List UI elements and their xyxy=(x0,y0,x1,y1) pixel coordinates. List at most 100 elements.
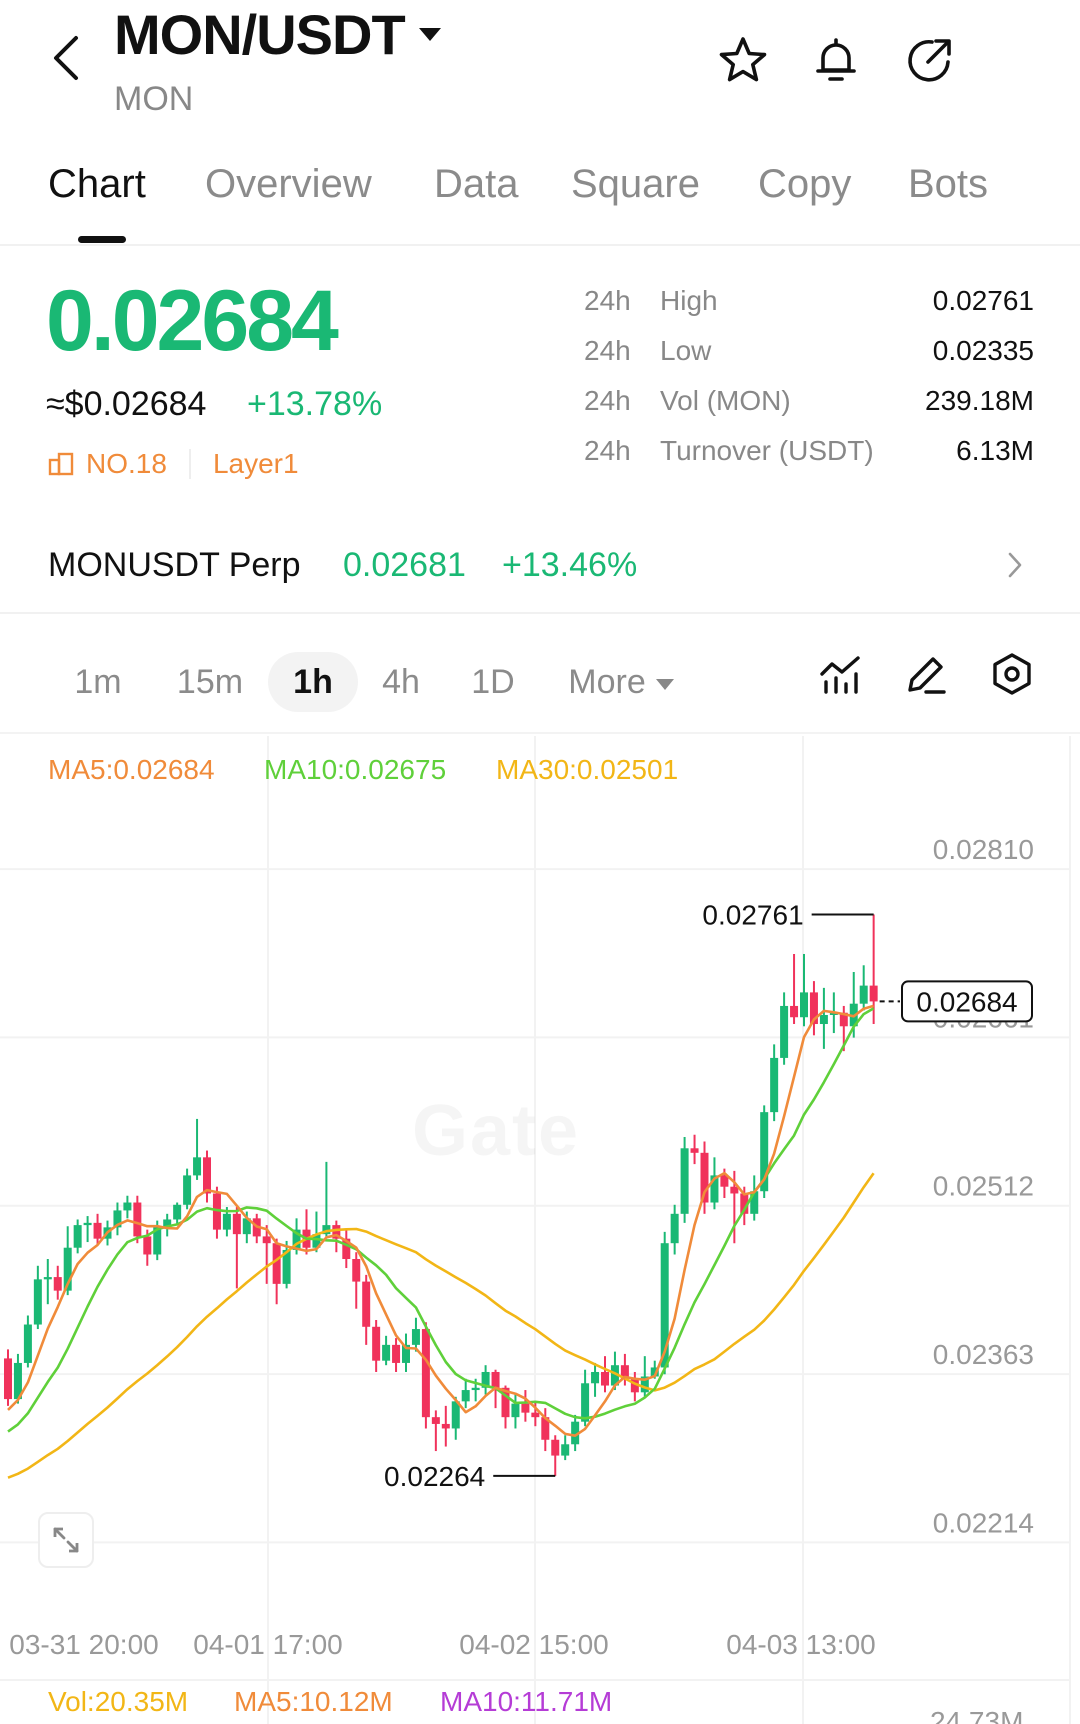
stat-value: 6.13M xyxy=(956,435,1034,466)
candle-up xyxy=(282,1249,291,1284)
candle-down xyxy=(541,1417,550,1440)
candle-up xyxy=(800,992,808,1018)
candle-down xyxy=(790,1005,799,1018)
divider xyxy=(188,449,191,479)
stat-value: 0.02335 xyxy=(932,335,1034,366)
last-price-tag xyxy=(901,980,1033,1023)
chevron-right-icon xyxy=(1008,552,1022,578)
candle-down xyxy=(133,1202,142,1237)
back-button[interactable] xyxy=(40,28,90,88)
candle-down xyxy=(809,992,818,1025)
candle-down xyxy=(212,1193,221,1230)
stat-row: 24h High 0.02761 xyxy=(584,285,1034,335)
candle-up xyxy=(571,1421,580,1445)
candle-up xyxy=(73,1225,82,1248)
tab-bots[interactable]: Bots xyxy=(908,162,989,206)
candle-up xyxy=(123,1202,132,1211)
settings-hexagon-icon xyxy=(993,653,1031,695)
candle-up xyxy=(193,1157,202,1176)
price-alert-button[interactable] xyxy=(806,30,866,90)
indicators-button[interactable] xyxy=(812,646,868,702)
candle-up xyxy=(581,1383,590,1422)
candle-down xyxy=(272,1243,281,1284)
volume-ma10-legend: MA10:11.71M xyxy=(440,1686,613,1717)
candle-up xyxy=(183,1175,192,1205)
stat-row: 24h Low 0.02335 xyxy=(584,335,1034,385)
tab-copy[interactable]: Copy xyxy=(758,162,852,206)
tab-chart[interactable]: Chart xyxy=(48,162,146,206)
candle-down xyxy=(203,1157,211,1194)
candlestick-chart-area[interactable]: 0.028100.026610.025120.023630.0221403-31… xyxy=(0,736,1080,1724)
favorite-button[interactable] xyxy=(713,30,773,90)
candle-down xyxy=(521,1403,530,1413)
candle-up xyxy=(829,1012,838,1015)
candlestick-chart[interactable]: 0.028100.026610.025120.023630.0221403-31… xyxy=(0,736,1080,1724)
tab-square[interactable]: Square xyxy=(571,162,700,206)
candle-up xyxy=(710,1175,719,1203)
ma30-legend: MA30:0.02501 xyxy=(496,754,679,785)
x-axis-tick-label: 03-31 20:00 xyxy=(9,1629,158,1660)
stat-label: High xyxy=(660,285,718,316)
candle-down xyxy=(630,1378,639,1393)
category-tag[interactable]: Layer1 xyxy=(212,448,299,479)
stat-period: 24h xyxy=(584,285,631,316)
candle-up xyxy=(650,1367,659,1377)
candle-up xyxy=(760,1112,769,1192)
indicator-icon xyxy=(820,656,860,694)
candle-up xyxy=(33,1279,42,1325)
star-icon xyxy=(719,37,767,82)
interval-more-dropdown[interactable]: More xyxy=(556,652,686,712)
perp-contract-row[interactable]: MONUSDT Perp 0.02681 +13.46% xyxy=(0,520,1080,614)
rank-label[interactable]: NO.18 xyxy=(86,448,167,479)
interval-15m[interactable]: 15m xyxy=(176,663,244,701)
fullscreen-button[interactable] xyxy=(38,1512,94,1568)
drawing-tools-button[interactable] xyxy=(898,646,954,702)
candle-up xyxy=(163,1219,172,1228)
tab-data[interactable]: Data xyxy=(434,162,519,206)
candle-up xyxy=(173,1204,182,1220)
candle-up xyxy=(312,1234,321,1248)
interval-1m[interactable]: 1m xyxy=(74,663,122,701)
stat-period: 24h xyxy=(584,335,631,366)
ma10-line xyxy=(7,1007,875,1433)
last-price-tag-label: 0.02684 xyxy=(916,986,1017,1017)
candle-up xyxy=(770,1057,779,1113)
candle-up xyxy=(481,1371,490,1388)
ma5-legend: MA5:0.02684 xyxy=(48,754,215,785)
candle-up xyxy=(859,985,868,1004)
candle-up xyxy=(561,1444,570,1456)
candle-up xyxy=(153,1227,162,1255)
price-usd-equivalent: ≈$0.02684 xyxy=(46,385,207,423)
candle-down xyxy=(730,1186,739,1194)
volume-axis-value: 24.73M xyxy=(930,1706,1024,1724)
candle-down xyxy=(392,1344,401,1363)
interval-1d[interactable]: 1D xyxy=(471,663,515,701)
tab-overview[interactable]: Overview xyxy=(205,162,372,206)
candle-down xyxy=(720,1175,729,1187)
candle-up xyxy=(63,1247,72,1291)
stat-period: 24h xyxy=(584,385,631,416)
interval-1h[interactable]: 1h xyxy=(268,652,358,712)
pair-selector[interactable]: MON/USDT xyxy=(114,2,441,67)
share-button[interactable] xyxy=(900,30,960,90)
candle-down xyxy=(551,1439,560,1456)
candle-down xyxy=(53,1277,62,1291)
candle-up xyxy=(680,1148,689,1214)
y-axis-tick-label: 0.02810 xyxy=(933,834,1034,865)
candle-down xyxy=(4,1358,12,1400)
candle-down xyxy=(352,1259,361,1282)
candle-down xyxy=(690,1148,699,1153)
y-axis-tick-label: 0.02214 xyxy=(933,1507,1034,1538)
candle-up xyxy=(591,1371,600,1384)
rank-row: NO.18 Layer1 xyxy=(48,448,299,480)
gate-watermark: Gate xyxy=(412,1090,580,1172)
stat-value: 239.18M xyxy=(925,385,1034,416)
candle-up xyxy=(511,1403,520,1418)
stat-label: Vol (MON) xyxy=(660,385,791,416)
candle-down xyxy=(372,1326,381,1361)
x-axis-tick-label: 04-01 17:00 xyxy=(193,1629,342,1660)
interval-4h[interactable]: 4h xyxy=(382,663,420,701)
chart-settings-button[interactable] xyxy=(984,646,1040,702)
stat-value: 0.02761 xyxy=(932,285,1034,316)
candle-up xyxy=(670,1213,679,1244)
